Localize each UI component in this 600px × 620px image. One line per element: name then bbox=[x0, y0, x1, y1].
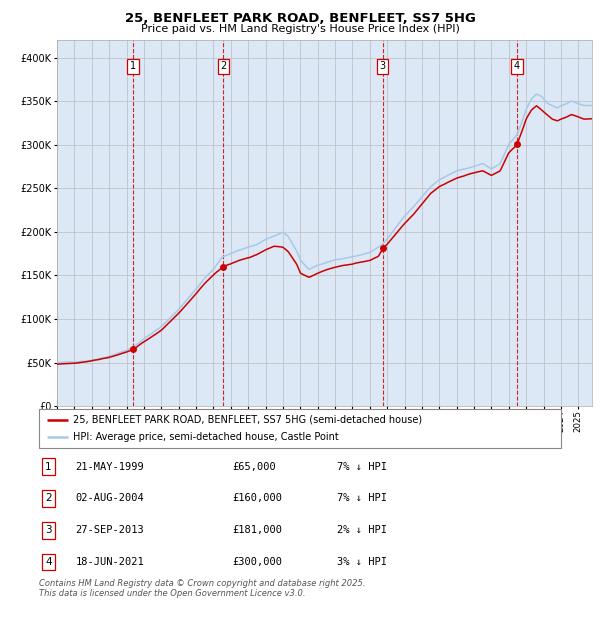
Text: 25, BENFLEET PARK ROAD, BENFLEET, SS7 5HG: 25, BENFLEET PARK ROAD, BENFLEET, SS7 5H… bbox=[125, 12, 475, 25]
Text: £160,000: £160,000 bbox=[232, 494, 282, 503]
Text: £65,000: £65,000 bbox=[232, 462, 276, 472]
Text: £300,000: £300,000 bbox=[232, 557, 282, 567]
Text: 4: 4 bbox=[514, 61, 520, 71]
Text: 7% ↓ HPI: 7% ↓ HPI bbox=[337, 462, 386, 472]
Text: 4: 4 bbox=[45, 557, 52, 567]
Text: 3: 3 bbox=[45, 525, 52, 535]
Text: 25, BENFLEET PARK ROAD, BENFLEET, SS7 5HG (semi-detached house): 25, BENFLEET PARK ROAD, BENFLEET, SS7 5H… bbox=[73, 415, 422, 425]
Text: 1: 1 bbox=[130, 61, 136, 71]
Text: £181,000: £181,000 bbox=[232, 525, 282, 535]
Text: HPI: Average price, semi-detached house, Castle Point: HPI: Average price, semi-detached house,… bbox=[73, 432, 338, 442]
Text: Price paid vs. HM Land Registry's House Price Index (HPI): Price paid vs. HM Land Registry's House … bbox=[140, 24, 460, 33]
Text: 3: 3 bbox=[380, 61, 386, 71]
Text: 2: 2 bbox=[45, 494, 52, 503]
Text: 27-SEP-2013: 27-SEP-2013 bbox=[76, 525, 144, 535]
Text: 18-JUN-2021: 18-JUN-2021 bbox=[76, 557, 144, 567]
Text: 21-MAY-1999: 21-MAY-1999 bbox=[76, 462, 144, 472]
Text: 2: 2 bbox=[220, 61, 227, 71]
Text: 2% ↓ HPI: 2% ↓ HPI bbox=[337, 525, 386, 535]
Text: 1: 1 bbox=[45, 462, 52, 472]
Text: 7% ↓ HPI: 7% ↓ HPI bbox=[337, 494, 386, 503]
Text: 02-AUG-2004: 02-AUG-2004 bbox=[76, 494, 144, 503]
FancyBboxPatch shape bbox=[39, 409, 561, 448]
Text: Contains HM Land Registry data © Crown copyright and database right 2025.
This d: Contains HM Land Registry data © Crown c… bbox=[39, 579, 365, 598]
Text: 3% ↓ HPI: 3% ↓ HPI bbox=[337, 557, 386, 567]
